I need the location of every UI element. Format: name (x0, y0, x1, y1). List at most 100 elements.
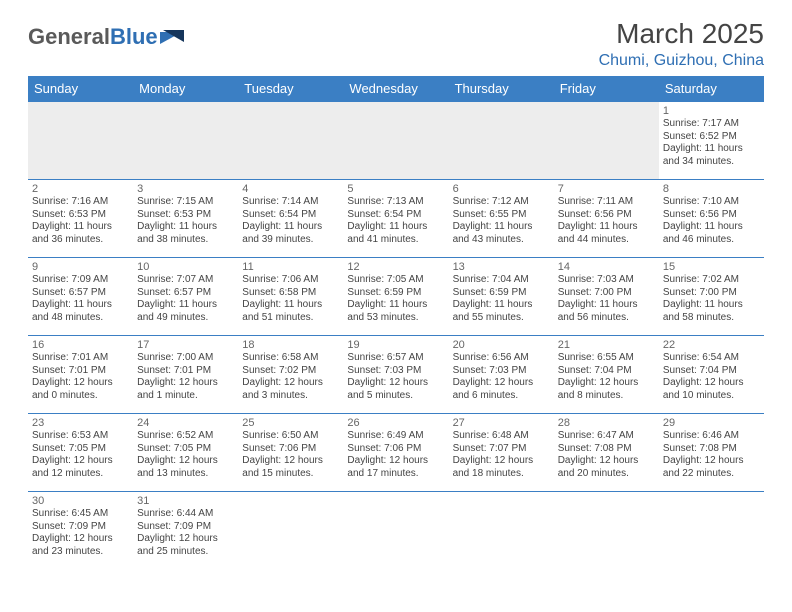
day-info: Sunrise: 7:13 AMSunset: 6:54 PMDaylight:… (347, 196, 444, 246)
calendar-day-cell: 5Sunrise: 7:13 AMSunset: 6:54 PMDaylight… (343, 180, 448, 258)
day-number: 14 (558, 261, 655, 273)
calendar-week-row: 2Sunrise: 7:16 AMSunset: 6:53 PMDaylight… (28, 180, 764, 258)
calendar-day-cell (554, 102, 659, 180)
calendar-day-cell (343, 102, 448, 180)
day-info: Sunrise: 6:46 AMSunset: 7:08 PMDaylight:… (663, 430, 760, 480)
calendar-day-cell: 22Sunrise: 6:54 AMSunset: 7:04 PMDayligh… (659, 336, 764, 414)
day-number: 15 (663, 261, 760, 273)
day-info: Sunrise: 6:49 AMSunset: 7:06 PMDaylight:… (347, 430, 444, 480)
day-info: Sunrise: 6:53 AMSunset: 7:05 PMDaylight:… (32, 430, 129, 480)
day-number: 21 (558, 339, 655, 351)
calendar-day-cell: 31Sunrise: 6:44 AMSunset: 7:09 PMDayligh… (133, 492, 238, 570)
day-number: 20 (453, 339, 550, 351)
calendar-day-cell: 29Sunrise: 6:46 AMSunset: 7:08 PMDayligh… (659, 414, 764, 492)
header: GeneralBlue March 2025 Chumi, Guizhou, C… (28, 18, 764, 70)
calendar-day-cell: 26Sunrise: 6:49 AMSunset: 7:06 PMDayligh… (343, 414, 448, 492)
day-info: Sunrise: 7:02 AMSunset: 7:00 PMDaylight:… (663, 274, 760, 324)
day-number: 31 (137, 495, 234, 507)
day-number: 9 (32, 261, 129, 273)
day-info: Sunrise: 7:07 AMSunset: 6:57 PMDaylight:… (137, 274, 234, 324)
calendar-week-row: 16Sunrise: 7:01 AMSunset: 7:01 PMDayligh… (28, 336, 764, 414)
weekday-header: Friday (554, 76, 659, 102)
day-number: 4 (242, 183, 339, 195)
day-info: Sunrise: 6:50 AMSunset: 7:06 PMDaylight:… (242, 430, 339, 480)
day-number: 17 (137, 339, 234, 351)
day-info: Sunrise: 7:03 AMSunset: 7:00 PMDaylight:… (558, 274, 655, 324)
day-info: Sunrise: 6:58 AMSunset: 7:02 PMDaylight:… (242, 352, 339, 402)
calendar-day-cell: 27Sunrise: 6:48 AMSunset: 7:07 PMDayligh… (449, 414, 554, 492)
day-info: Sunrise: 6:52 AMSunset: 7:05 PMDaylight:… (137, 430, 234, 480)
day-info: Sunrise: 7:04 AMSunset: 6:59 PMDaylight:… (453, 274, 550, 324)
calendar-day-cell (238, 102, 343, 180)
day-number: 19 (347, 339, 444, 351)
day-info: Sunrise: 6:47 AMSunset: 7:08 PMDaylight:… (558, 430, 655, 480)
day-info: Sunrise: 7:01 AMSunset: 7:01 PMDaylight:… (32, 352, 129, 402)
brand-part1: General (28, 24, 110, 50)
day-number: 28 (558, 417, 655, 429)
day-number: 25 (242, 417, 339, 429)
calendar-day-cell: 3Sunrise: 7:15 AMSunset: 6:53 PMDaylight… (133, 180, 238, 258)
day-number: 26 (347, 417, 444, 429)
calendar-day-cell: 25Sunrise: 6:50 AMSunset: 7:06 PMDayligh… (238, 414, 343, 492)
calendar-day-cell: 18Sunrise: 6:58 AMSunset: 7:02 PMDayligh… (238, 336, 343, 414)
day-number: 3 (137, 183, 234, 195)
day-number: 29 (663, 417, 760, 429)
calendar-week-row: 23Sunrise: 6:53 AMSunset: 7:05 PMDayligh… (28, 414, 764, 492)
month-title: March 2025 (599, 18, 764, 50)
day-info: Sunrise: 6:48 AMSunset: 7:07 PMDaylight:… (453, 430, 550, 480)
calendar-day-cell: 13Sunrise: 7:04 AMSunset: 6:59 PMDayligh… (449, 258, 554, 336)
day-number: 12 (347, 261, 444, 273)
title-block: March 2025 Chumi, Guizhou, China (599, 18, 764, 70)
calendar-day-cell: 12Sunrise: 7:05 AMSunset: 6:59 PMDayligh… (343, 258, 448, 336)
day-number: 23 (32, 417, 129, 429)
calendar-day-cell (343, 492, 448, 570)
day-info: Sunrise: 6:44 AMSunset: 7:09 PMDaylight:… (137, 508, 234, 558)
day-number: 8 (663, 183, 760, 195)
day-number: 22 (663, 339, 760, 351)
calendar-day-cell (133, 102, 238, 180)
calendar-day-cell: 2Sunrise: 7:16 AMSunset: 6:53 PMDaylight… (28, 180, 133, 258)
calendar-day-cell (28, 102, 133, 180)
calendar-day-cell (449, 102, 554, 180)
calendar-day-cell: 21Sunrise: 6:55 AMSunset: 7:04 PMDayligh… (554, 336, 659, 414)
day-number: 10 (137, 261, 234, 273)
calendar-day-cell: 14Sunrise: 7:03 AMSunset: 7:00 PMDayligh… (554, 258, 659, 336)
brand-part2: Blue (110, 24, 158, 50)
calendar-day-cell: 30Sunrise: 6:45 AMSunset: 7:09 PMDayligh… (28, 492, 133, 570)
day-info: Sunrise: 7:06 AMSunset: 6:58 PMDaylight:… (242, 274, 339, 324)
calendar-day-cell: 1Sunrise: 7:17 AMSunset: 6:52 PMDaylight… (659, 102, 764, 180)
flag-icon (160, 28, 186, 46)
day-info: Sunrise: 6:55 AMSunset: 7:04 PMDaylight:… (558, 352, 655, 402)
calendar-day-cell (554, 492, 659, 570)
day-info: Sunrise: 6:45 AMSunset: 7:09 PMDaylight:… (32, 508, 129, 558)
day-info: Sunrise: 6:54 AMSunset: 7:04 PMDaylight:… (663, 352, 760, 402)
calendar-week-row: 9Sunrise: 7:09 AMSunset: 6:57 PMDaylight… (28, 258, 764, 336)
day-number: 7 (558, 183, 655, 195)
calendar-day-cell (238, 492, 343, 570)
calendar-day-cell: 7Sunrise: 7:11 AMSunset: 6:56 PMDaylight… (554, 180, 659, 258)
calendar-day-cell: 11Sunrise: 7:06 AMSunset: 6:58 PMDayligh… (238, 258, 343, 336)
calendar-day-cell: 15Sunrise: 7:02 AMSunset: 7:00 PMDayligh… (659, 258, 764, 336)
calendar-week-row: 1Sunrise: 7:17 AMSunset: 6:52 PMDaylight… (28, 102, 764, 180)
calendar-day-cell: 23Sunrise: 6:53 AMSunset: 7:05 PMDayligh… (28, 414, 133, 492)
day-info: Sunrise: 7:14 AMSunset: 6:54 PMDaylight:… (242, 196, 339, 246)
calendar-day-cell: 16Sunrise: 7:01 AMSunset: 7:01 PMDayligh… (28, 336, 133, 414)
weekday-header: Tuesday (238, 76, 343, 102)
day-info: Sunrise: 6:57 AMSunset: 7:03 PMDaylight:… (347, 352, 444, 402)
weekday-header: Wednesday (343, 76, 448, 102)
calendar-day-cell: 8Sunrise: 7:10 AMSunset: 6:56 PMDaylight… (659, 180, 764, 258)
day-number: 5 (347, 183, 444, 195)
day-info: Sunrise: 7:10 AMSunset: 6:56 PMDaylight:… (663, 196, 760, 246)
day-number: 27 (453, 417, 550, 429)
day-info: Sunrise: 7:05 AMSunset: 6:59 PMDaylight:… (347, 274, 444, 324)
day-info: Sunrise: 7:12 AMSunset: 6:55 PMDaylight:… (453, 196, 550, 246)
calendar-day-cell: 24Sunrise: 6:52 AMSunset: 7:05 PMDayligh… (133, 414, 238, 492)
day-number: 24 (137, 417, 234, 429)
day-number: 16 (32, 339, 129, 351)
calendar-day-cell: 6Sunrise: 7:12 AMSunset: 6:55 PMDaylight… (449, 180, 554, 258)
weekday-header: Sunday (28, 76, 133, 102)
calendar-day-cell: 20Sunrise: 6:56 AMSunset: 7:03 PMDayligh… (449, 336, 554, 414)
day-number: 6 (453, 183, 550, 195)
day-info: Sunrise: 7:11 AMSunset: 6:56 PMDaylight:… (558, 196, 655, 246)
day-info: Sunrise: 7:09 AMSunset: 6:57 PMDaylight:… (32, 274, 129, 324)
